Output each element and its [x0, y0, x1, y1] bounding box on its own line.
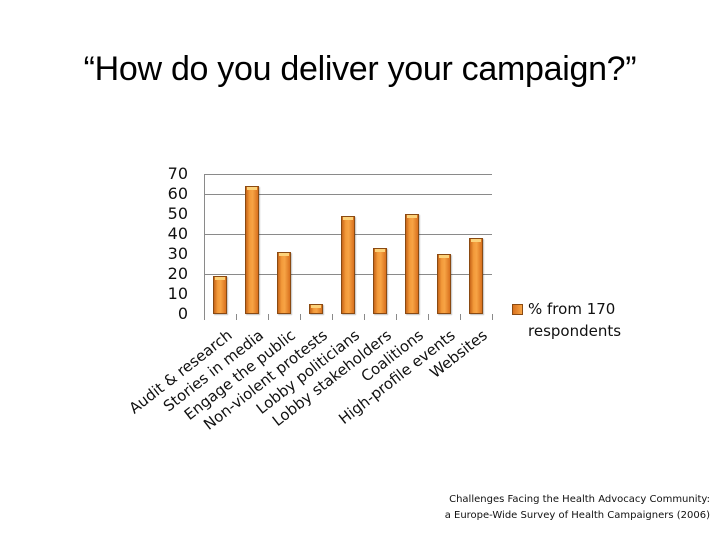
x-tick-mark — [300, 314, 301, 320]
x-tick-mark — [204, 314, 205, 320]
bar — [277, 252, 291, 314]
y-tick-label: 0 — [177, 304, 188, 323]
x-tick-mark — [428, 314, 429, 320]
y-tick-label: 40 — [167, 224, 188, 243]
bar — [405, 214, 419, 314]
x-tick-mark — [332, 314, 333, 320]
y-tick-label: 20 — [167, 264, 188, 283]
gridline — [204, 174, 492, 175]
y-tick-label: 50 — [167, 204, 188, 223]
bar — [245, 186, 259, 314]
y-tick-label: 10 — [167, 284, 188, 303]
y-tick-label: 70 — [167, 164, 188, 183]
bar — [213, 276, 227, 314]
bar — [469, 238, 483, 314]
x-tick-mark — [268, 314, 269, 320]
slide-title: “How do you deliver your campaign?” — [83, 50, 637, 88]
gridline — [204, 194, 492, 195]
x-tick-mark — [236, 314, 237, 320]
y-tick-label: 30 — [167, 244, 188, 263]
x-tick-mark — [492, 314, 493, 320]
bar — [309, 304, 323, 314]
x-tick-mark — [460, 314, 461, 320]
source-citation: Challenges Facing the Health Advocacy Co… — [380, 492, 710, 524]
legend-swatch-icon — [512, 304, 523, 315]
x-tick-mark — [396, 314, 397, 320]
source-line-2: a Europe-Wide Survey of Health Campaigne… — [444, 510, 710, 521]
bar — [437, 254, 451, 314]
source-line-1: Challenges Facing the Health Advocacy Co… — [449, 494, 710, 505]
bar — [341, 216, 355, 314]
bar — [373, 248, 387, 314]
y-tick-label: 60 — [167, 184, 188, 203]
legend-label: % from 170 respondents — [528, 300, 622, 340]
x-tick-mark — [364, 314, 365, 320]
y-axis — [204, 174, 205, 320]
